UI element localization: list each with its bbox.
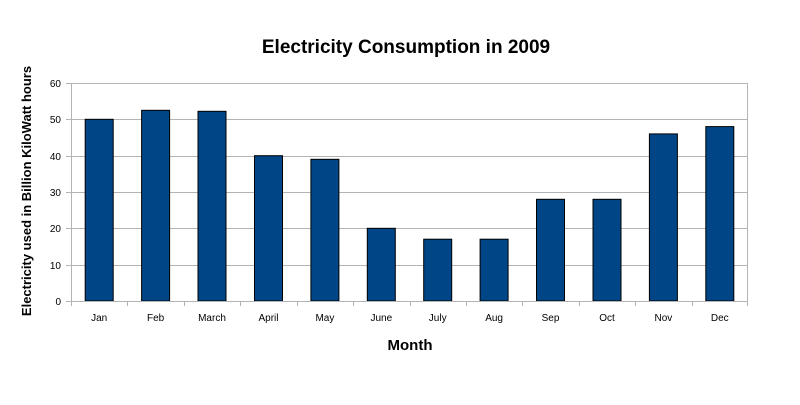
- x-tick-label: Aug: [485, 313, 503, 324]
- x-tick-label: March: [198, 313, 226, 324]
- bar-aug: [479, 238, 509, 302]
- x-tick-label: April: [258, 313, 278, 324]
- y-tick-label: 60: [50, 79, 62, 90]
- bar-july: [423, 238, 453, 302]
- bar-april: [254, 155, 283, 302]
- x-axis-title: Month: [388, 337, 433, 354]
- y-tick-labels: 0 10 20 30 40 50 60: [50, 79, 62, 308]
- y-tick-label: 40: [50, 152, 62, 163]
- x-tick-label: Jan: [91, 313, 107, 324]
- y-tick-label: 50: [50, 115, 62, 126]
- y-axis-title: Electricity used in Billion KiloWatt hou…: [19, 66, 34, 316]
- bar-sep: [536, 198, 565, 302]
- bar-may: [310, 158, 340, 302]
- x-tick-label: Dec: [711, 313, 729, 324]
- bar-feb: [141, 109, 171, 302]
- x-tick-label: June: [370, 313, 392, 324]
- y-tick-label: 30: [50, 188, 62, 199]
- chart-title: Electricity Consumption in 2009: [262, 37, 550, 58]
- bar-nov: [648, 133, 678, 302]
- bar-june: [366, 227, 396, 302]
- y-tick-label: 10: [50, 261, 62, 272]
- bar-dec: [705, 126, 735, 302]
- axes: [66, 83, 748, 306]
- y-tick-label: 20: [50, 224, 62, 235]
- bar-jan: [84, 118, 114, 302]
- x-tick-label: May: [315, 313, 334, 324]
- grid-lines: [71, 83, 748, 266]
- x-tick-label: July: [429, 313, 447, 324]
- x-tick-label: Nov: [655, 313, 673, 324]
- x-tick-labels: Jan Feb March April May June July Aug Sep Oct Nov D…: [91, 313, 729, 324]
- bar-oct: [592, 198, 622, 302]
- y-tick-label: 0: [55, 297, 61, 308]
- bar-march: [197, 110, 227, 302]
- x-tick-label: Oct: [599, 313, 615, 324]
- x-tick-label: Feb: [147, 313, 165, 324]
- bars: [84, 109, 735, 302]
- x-tick-label: Sep: [542, 313, 560, 324]
